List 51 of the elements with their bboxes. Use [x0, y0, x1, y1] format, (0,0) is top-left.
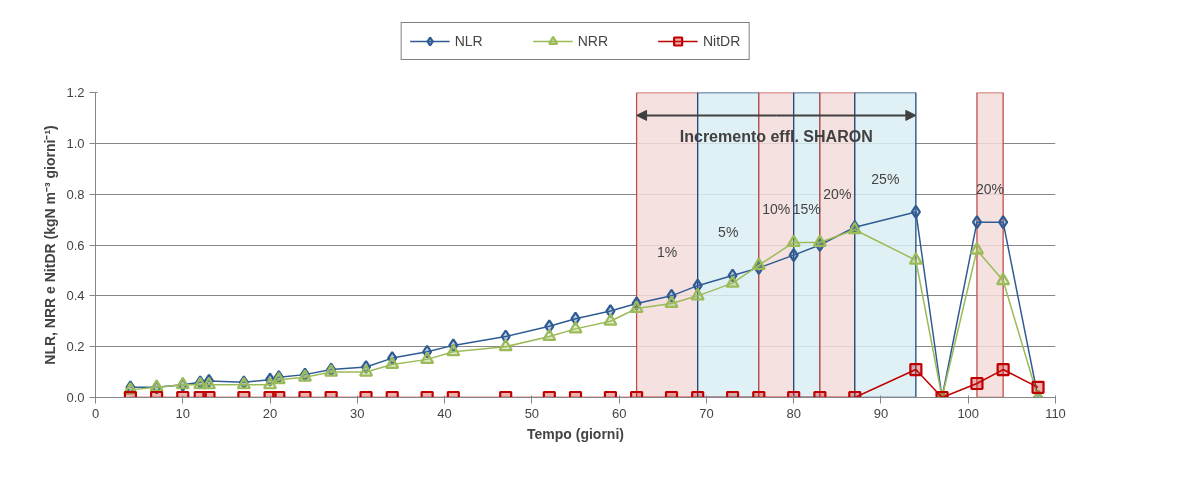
point	[542, 328, 557, 342]
point	[498, 338, 513, 352]
point	[908, 252, 923, 265]
band-label: 20%	[823, 185, 852, 202]
y-tick-label: 0.2	[66, 339, 85, 355]
x-tick-label: 100	[957, 405, 980, 421]
point	[725, 275, 740, 288]
point	[788, 248, 799, 263]
point	[420, 351, 435, 364]
x-tick-label: 30	[350, 405, 365, 421]
y-tick-label: 0.0	[66, 390, 85, 405]
point	[786, 234, 801, 248]
x-tick-label: 110	[1045, 405, 1066, 421]
y-tick-label: 0.4	[66, 288, 85, 304]
x-tick-label: 80	[786, 405, 801, 421]
y-tick-label: 1.2	[66, 85, 85, 100]
x-tick-label: 70	[699, 405, 714, 421]
legend-label: NRR	[577, 33, 609, 49]
point	[812, 234, 827, 248]
point	[751, 257, 766, 270]
point	[603, 313, 618, 326]
point	[629, 300, 644, 314]
y-tick-label: 0.8	[66, 186, 85, 202]
band-label: 10%	[762, 201, 791, 218]
y-tick-label: 0.6	[66, 237, 85, 253]
point	[568, 320, 583, 334]
point	[690, 287, 705, 301]
x-tick-label: 50	[524, 405, 540, 421]
point	[358, 364, 374, 377]
x-axis-title: Tempo (giorni)	[527, 425, 624, 442]
x-tick-label: 20	[262, 405, 278, 421]
point	[969, 242, 985, 255]
x-tick-label: 10	[175, 405, 191, 421]
point	[262, 376, 278, 390]
point	[385, 356, 400, 370]
point	[446, 343, 461, 357]
x-tick-label: 90	[873, 405, 889, 421]
point	[996, 272, 1011, 286]
legend-label: NitDR	[703, 33, 741, 49]
point	[971, 215, 983, 230]
y-axis-title: NLR, NRR e NitDR (kgN m⁻³ giorni⁻¹)	[42, 125, 59, 365]
point	[998, 215, 1009, 230]
legend-label: NLR	[454, 33, 483, 49]
x-tick-label: 0	[91, 405, 100, 421]
band-label: 5%	[718, 223, 739, 240]
band-label: 25%	[871, 170, 900, 187]
band-label: 1%	[657, 244, 678, 261]
x-tick-label: 40	[437, 405, 452, 421]
x-tick-label: 60	[611, 405, 627, 421]
point	[664, 295, 679, 309]
y-tick-label: 1.0	[66, 135, 85, 151]
